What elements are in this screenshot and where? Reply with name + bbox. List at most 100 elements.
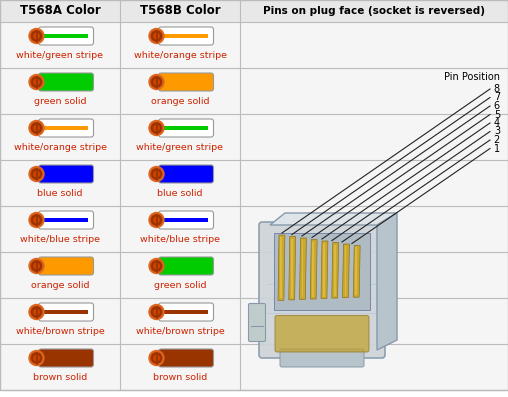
Circle shape	[149, 75, 164, 89]
Text: white/blue stripe: white/blue stripe	[140, 235, 220, 243]
Bar	[302, 240, 303, 297]
Text: white/brown stripe: white/brown stripe	[136, 326, 225, 335]
Circle shape	[149, 212, 164, 227]
Circle shape	[31, 31, 42, 42]
FancyBboxPatch shape	[158, 349, 213, 367]
Circle shape	[29, 166, 44, 181]
FancyBboxPatch shape	[280, 349, 364, 367]
Polygon shape	[310, 239, 317, 299]
Text: Pins on plug face (socket is reversed): Pins on plug face (socket is reversed)	[263, 6, 485, 16]
Text: blue solid: blue solid	[37, 189, 83, 197]
Circle shape	[151, 31, 162, 42]
Circle shape	[29, 258, 44, 274]
Polygon shape	[289, 237, 296, 300]
Text: brown solid: brown solid	[33, 372, 87, 382]
Bar	[0, 0, 508, 22]
Circle shape	[149, 258, 164, 274]
Polygon shape	[353, 245, 360, 297]
Circle shape	[31, 260, 42, 272]
Text: green solid: green solid	[34, 96, 86, 106]
Text: 1: 1	[494, 143, 500, 154]
Circle shape	[149, 351, 164, 366]
FancyBboxPatch shape	[39, 73, 93, 91]
Text: green solid: green solid	[154, 281, 206, 289]
Text: white/green stripe: white/green stripe	[16, 50, 104, 60]
Bar	[164, 310, 208, 314]
Bar	[280, 237, 282, 298]
Text: white/green stripe: white/green stripe	[137, 143, 224, 152]
Text: Pin Position: Pin Position	[444, 72, 500, 82]
Circle shape	[151, 214, 162, 225]
Text: brown solid: brown solid	[153, 372, 207, 382]
Text: white/orange stripe: white/orange stripe	[134, 50, 227, 60]
Circle shape	[29, 212, 44, 227]
Polygon shape	[377, 213, 397, 350]
Text: white/blue stripe: white/blue stripe	[20, 235, 100, 243]
Circle shape	[29, 75, 44, 89]
Circle shape	[151, 306, 162, 318]
Text: 6: 6	[494, 101, 500, 111]
Polygon shape	[332, 243, 339, 298]
Bar	[344, 246, 346, 296]
Circle shape	[149, 304, 164, 320]
Circle shape	[31, 353, 42, 364]
Text: blue solid: blue solid	[157, 189, 203, 197]
Circle shape	[29, 121, 44, 135]
Text: 2: 2	[494, 135, 500, 145]
FancyBboxPatch shape	[275, 316, 369, 352]
Circle shape	[29, 29, 44, 44]
Bar	[274, 233, 370, 310]
Polygon shape	[321, 241, 328, 299]
Circle shape	[149, 29, 164, 44]
FancyBboxPatch shape	[158, 303, 213, 321]
Text: white/brown stripe: white/brown stripe	[16, 326, 104, 335]
Circle shape	[151, 260, 162, 272]
Bar	[164, 126, 208, 130]
Circle shape	[151, 123, 162, 133]
Bar	[312, 241, 314, 297]
Text: T568B Color: T568B Color	[140, 4, 220, 17]
FancyBboxPatch shape	[39, 27, 93, 45]
Text: 8: 8	[494, 84, 500, 94]
FancyBboxPatch shape	[39, 211, 93, 229]
Polygon shape	[342, 244, 350, 298]
Polygon shape	[278, 235, 285, 300]
Polygon shape	[270, 213, 397, 225]
Circle shape	[31, 123, 42, 133]
Bar	[291, 239, 293, 298]
Circle shape	[31, 168, 42, 179]
Bar	[44, 34, 88, 38]
Bar	[44, 310, 88, 314]
Text: orange solid: orange solid	[31, 281, 89, 289]
FancyBboxPatch shape	[39, 303, 93, 321]
Text: 7: 7	[494, 93, 500, 102]
Bar	[44, 218, 88, 222]
Circle shape	[151, 353, 162, 364]
FancyBboxPatch shape	[158, 165, 213, 183]
Circle shape	[31, 214, 42, 225]
Circle shape	[149, 166, 164, 181]
Bar	[355, 247, 357, 295]
FancyBboxPatch shape	[158, 257, 213, 275]
FancyBboxPatch shape	[248, 303, 266, 341]
Text: 3: 3	[494, 127, 500, 137]
Circle shape	[29, 351, 44, 366]
Bar	[44, 126, 88, 130]
FancyBboxPatch shape	[39, 257, 93, 275]
Polygon shape	[300, 238, 306, 299]
Circle shape	[149, 121, 164, 135]
Circle shape	[151, 168, 162, 179]
FancyBboxPatch shape	[39, 349, 93, 367]
FancyBboxPatch shape	[158, 27, 213, 45]
Text: white/orange stripe: white/orange stripe	[14, 143, 107, 152]
Circle shape	[31, 306, 42, 318]
FancyBboxPatch shape	[39, 119, 93, 137]
Circle shape	[29, 304, 44, 320]
FancyBboxPatch shape	[158, 119, 213, 137]
Text: 5: 5	[494, 110, 500, 119]
Bar	[164, 218, 208, 222]
Text: T568A Color: T568A Color	[20, 4, 101, 17]
Circle shape	[151, 77, 162, 87]
Bar	[323, 243, 325, 297]
Bar	[334, 245, 335, 296]
